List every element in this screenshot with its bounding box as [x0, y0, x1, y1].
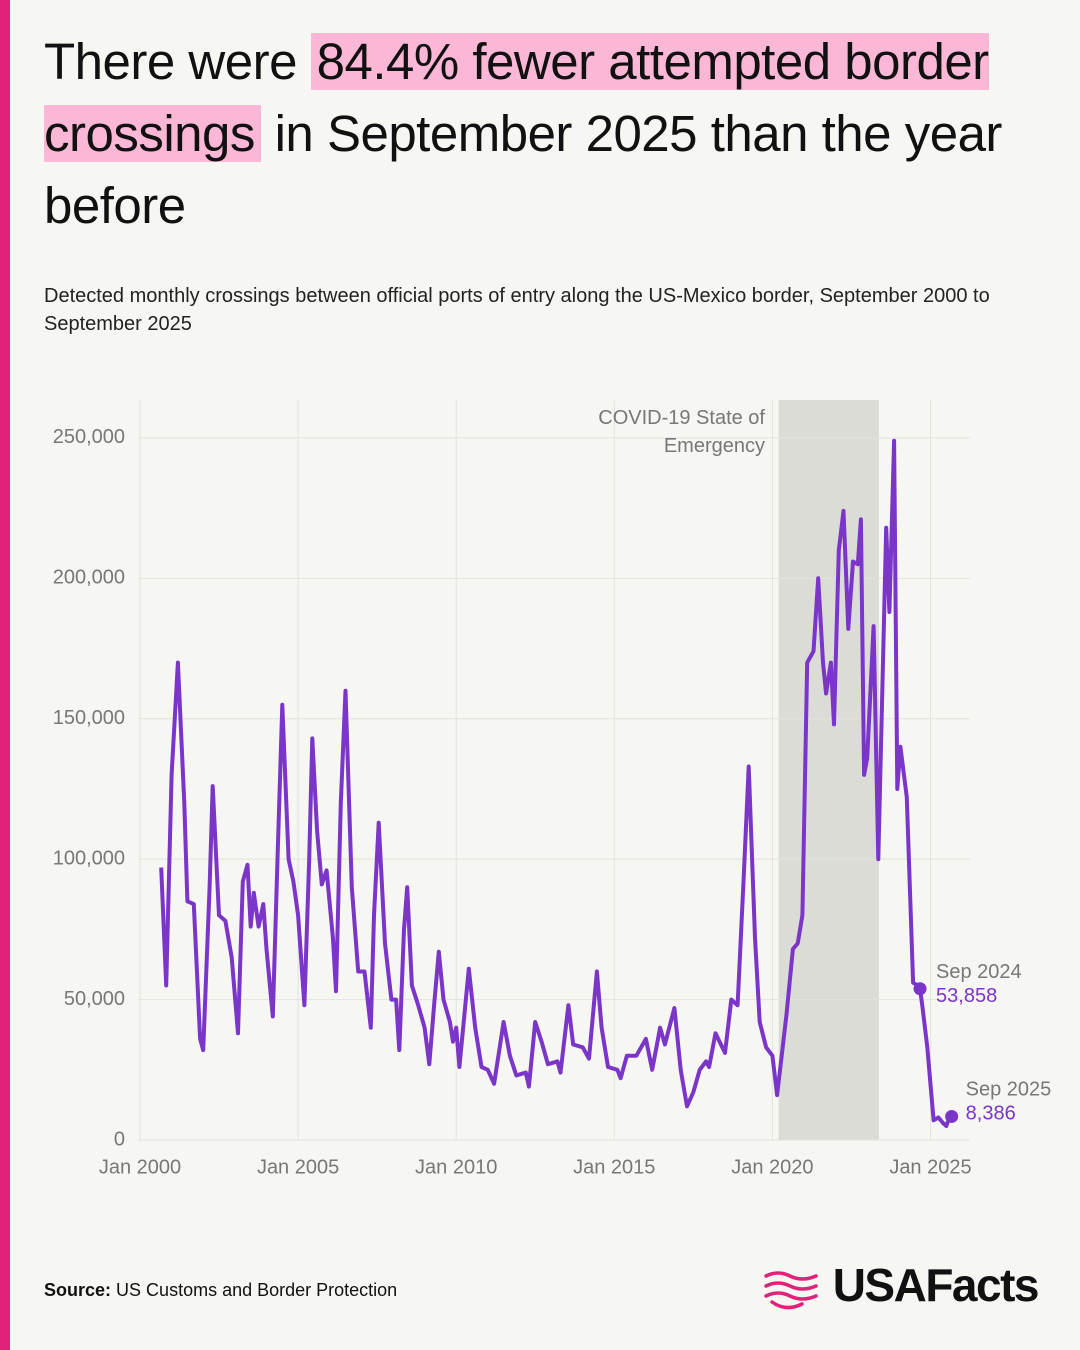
logo-icon: [764, 1271, 818, 1310]
x-tick-label: Jan 2025: [889, 1156, 971, 1178]
logo: USAFacts: [832, 1259, 1040, 1311]
title-text: There were: [44, 33, 311, 90]
y-tick-label: 200,000: [53, 567, 125, 589]
accent-bar: [0, 0, 10, 1350]
annotation-value: 8,386: [966, 1103, 1016, 1125]
chart-subtitle: Detected monthly crossings between offic…: [44, 285, 990, 335]
chart-title: There were 84.4% fewer attempted border …: [44, 26, 1044, 242]
x-tick-label: Jan 2015: [573, 1156, 655, 1178]
source-label: Source:: [44, 1280, 112, 1300]
annotation-label: Sep 2024: [936, 961, 1022, 983]
annotation-dot: [945, 1109, 959, 1123]
source-text: US Customs and Border Protection: [116, 1280, 398, 1300]
x-tick-label: Jan 2000: [99, 1156, 181, 1178]
x-tick-label: Jan 2005: [257, 1156, 339, 1178]
annotation-value: 53,858: [936, 985, 997, 1007]
x-tick-label: Jan 2010: [415, 1156, 497, 1178]
x-tick-label: Jan 2020: [731, 1156, 813, 1178]
source: Source: US Customs and Border Protection: [44, 1280, 397, 1301]
annotation-label: Sep 2025: [966, 1079, 1052, 1101]
shade-label: COVID-19 State of Emergency: [598, 407, 765, 457]
title-text: in September 2025 than the year before: [44, 105, 1002, 234]
y-tick-label: 0: [114, 1128, 125, 1150]
y-tick-label: 250,000: [53, 426, 125, 448]
y-tick-label: 50,000: [64, 988, 125, 1010]
data-line: [159, 438, 953, 1128]
annotation-dot: [913, 982, 927, 996]
y-tick-label: 100,000: [53, 847, 125, 869]
y-tick-label: 150,000: [53, 707, 125, 729]
